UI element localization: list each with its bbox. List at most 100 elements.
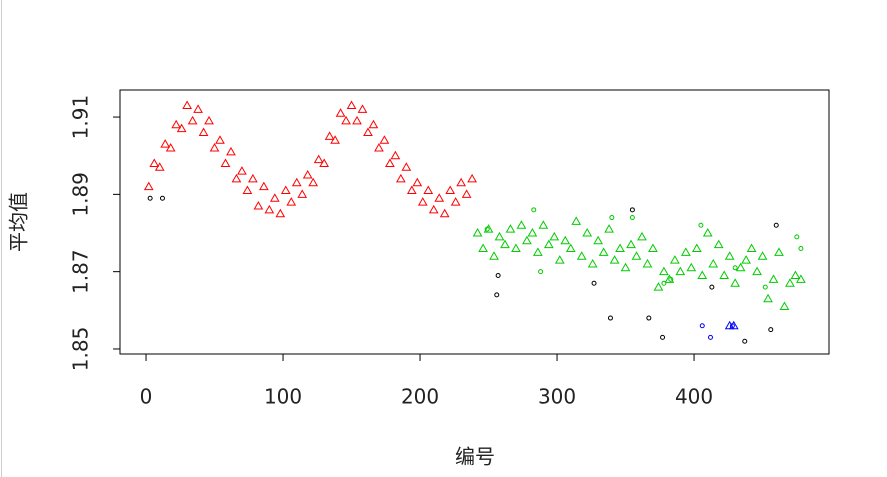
point bbox=[395, 173, 406, 183]
point bbox=[160, 139, 171, 148]
point bbox=[417, 197, 428, 206]
point bbox=[193, 104, 203, 113]
point bbox=[615, 243, 625, 252]
point bbox=[587, 258, 598, 268]
x-tick-label: 400 bbox=[675, 385, 713, 409]
point bbox=[511, 243, 521, 252]
point bbox=[670, 255, 680, 264]
x-tick-label: 200 bbox=[401, 385, 439, 409]
point bbox=[732, 265, 738, 271]
point bbox=[500, 239, 510, 249]
point bbox=[248, 173, 258, 183]
point bbox=[286, 197, 297, 206]
x-tick-label: 300 bbox=[538, 385, 576, 409]
point bbox=[406, 185, 417, 194]
point bbox=[604, 224, 614, 233]
point bbox=[660, 334, 666, 340]
point bbox=[456, 177, 467, 187]
point bbox=[495, 273, 501, 279]
point bbox=[571, 216, 582, 225]
point bbox=[237, 166, 247, 175]
y-tick-label: 1.87 bbox=[69, 249, 93, 294]
point bbox=[661, 280, 667, 286]
point bbox=[794, 234, 800, 240]
point bbox=[698, 222, 704, 228]
point bbox=[757, 251, 768, 260]
point bbox=[264, 204, 275, 214]
point bbox=[445, 185, 456, 194]
point bbox=[785, 278, 795, 287]
point bbox=[768, 327, 774, 333]
point bbox=[461, 189, 472, 198]
point bbox=[653, 282, 664, 291]
point bbox=[708, 258, 719, 268]
point bbox=[699, 323, 705, 329]
point bbox=[609, 215, 615, 221]
point bbox=[629, 215, 635, 221]
point bbox=[762, 284, 768, 290]
point bbox=[330, 135, 340, 144]
point bbox=[494, 231, 505, 241]
point bbox=[242, 185, 253, 194]
point bbox=[220, 158, 231, 167]
y-axis-label: 平均值 bbox=[7, 192, 31, 252]
point bbox=[659, 266, 669, 276]
point bbox=[231, 173, 242, 183]
point bbox=[668, 276, 674, 282]
point bbox=[434, 193, 445, 202]
point bbox=[713, 239, 724, 249]
point bbox=[324, 131, 335, 140]
point bbox=[341, 115, 351, 125]
point bbox=[165, 142, 176, 152]
point bbox=[204, 115, 214, 125]
point bbox=[724, 251, 735, 260]
plot-box bbox=[119, 89, 830, 355]
point bbox=[620, 262, 631, 272]
point bbox=[149, 158, 160, 167]
point bbox=[591, 280, 597, 286]
point bbox=[798, 245, 804, 251]
point bbox=[598, 247, 609, 256]
y-tick-label: 1.89 bbox=[69, 172, 93, 217]
point bbox=[363, 127, 373, 137]
point bbox=[637, 231, 647, 241]
point bbox=[593, 235, 604, 245]
point bbox=[143, 181, 154, 191]
point bbox=[533, 247, 543, 256]
point bbox=[549, 231, 560, 241]
point bbox=[335, 108, 346, 117]
point bbox=[576, 251, 587, 260]
point bbox=[297, 189, 308, 198]
point bbox=[735, 262, 746, 272]
point bbox=[648, 243, 658, 252]
point bbox=[642, 258, 653, 268]
point bbox=[483, 224, 494, 233]
point bbox=[412, 177, 423, 187]
point bbox=[494, 292, 500, 298]
point bbox=[159, 195, 165, 201]
point bbox=[478, 243, 488, 252]
point bbox=[646, 315, 652, 321]
point bbox=[691, 243, 702, 252]
x-tick-label: 100 bbox=[264, 385, 302, 409]
point bbox=[385, 158, 395, 167]
point bbox=[357, 104, 368, 113]
point bbox=[790, 270, 801, 280]
point bbox=[291, 177, 302, 187]
point bbox=[538, 220, 549, 229]
point bbox=[171, 119, 182, 129]
point bbox=[258, 181, 269, 191]
point bbox=[450, 197, 461, 206]
point bbox=[702, 228, 713, 237]
point bbox=[374, 142, 384, 152]
point bbox=[346, 100, 357, 109]
point bbox=[439, 208, 450, 218]
point bbox=[719, 270, 730, 280]
point bbox=[352, 115, 362, 125]
point bbox=[763, 293, 773, 303]
point bbox=[607, 315, 613, 321]
point bbox=[182, 100, 192, 109]
point bbox=[198, 127, 209, 137]
point bbox=[629, 207, 635, 213]
